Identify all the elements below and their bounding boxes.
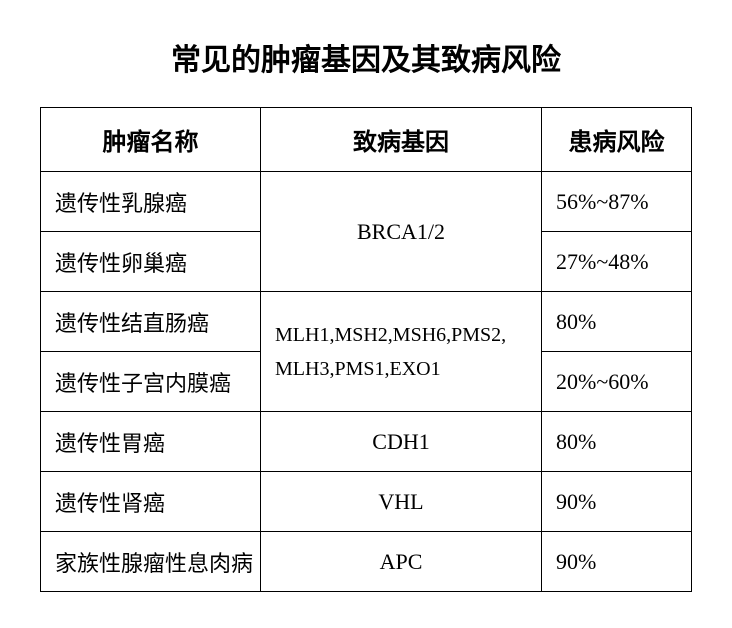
table-row: 遗传性结直肠癌 MLH1,MSH2,MSH6,PMS2, MLH3,PMS1,E… (41, 292, 692, 352)
column-header-risk: 患病风险 (542, 108, 692, 172)
tumor-name-cell: 家族性腺瘤性息肉病 (41, 532, 261, 592)
gene-cell: CDH1 (261, 412, 542, 472)
gene-cell: VHL (261, 472, 542, 532)
risk-cell: 80% (542, 292, 692, 352)
table-row: 家族性腺瘤性息肉病 APC 90% (41, 532, 692, 592)
table-row: 遗传性肾癌 VHL 90% (41, 472, 692, 532)
column-header-gene: 致病基因 (261, 108, 542, 172)
table-row: 遗传性乳腺癌 BRCA1/2 56%~87% (41, 172, 692, 232)
tumor-name-cell: 遗传性子宫内膜癌 (41, 352, 261, 412)
gene-cell: APC (261, 532, 542, 592)
tumor-name-cell: 遗传性肾癌 (41, 472, 261, 532)
gene-cell: MLH1,MSH2,MSH6,PMS2, MLH3,PMS1,EXO1 (261, 292, 542, 412)
risk-cell: 90% (542, 532, 692, 592)
table-header-row: 肿瘤名称 致病基因 患病风险 (41, 108, 692, 172)
column-header-name: 肿瘤名称 (41, 108, 261, 172)
risk-cell: 90% (542, 472, 692, 532)
risk-cell: 56%~87% (542, 172, 692, 232)
gene-cell: BRCA1/2 (261, 172, 542, 292)
tumor-name-cell: 遗传性乳腺癌 (41, 172, 261, 232)
tumor-name-cell: 遗传性结直肠癌 (41, 292, 261, 352)
risk-cell: 20%~60% (542, 352, 692, 412)
risk-cell: 27%~48% (542, 232, 692, 292)
page-title: 常见的肿瘤基因及其致病风险 (40, 35, 692, 79)
tumor-name-cell: 遗传性卵巢癌 (41, 232, 261, 292)
table-row: 遗传性胃癌 CDH1 80% (41, 412, 692, 472)
tumor-gene-table: 肿瘤名称 致病基因 患病风险 遗传性乳腺癌 BRCA1/2 56%~87% 遗传… (40, 107, 692, 592)
tumor-name-cell: 遗传性胃癌 (41, 412, 261, 472)
risk-cell: 80% (542, 412, 692, 472)
